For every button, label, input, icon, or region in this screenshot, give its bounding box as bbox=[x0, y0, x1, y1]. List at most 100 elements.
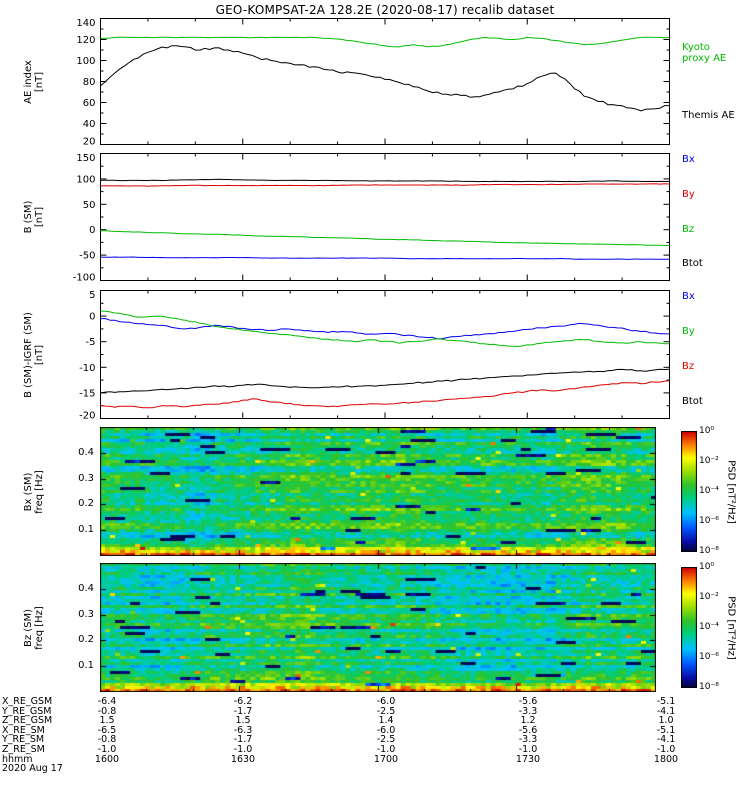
y-tick-label: -5 bbox=[86, 337, 96, 348]
legend-line: Bx bbox=[682, 154, 695, 166]
series-bz bbox=[100, 380, 670, 409]
footer-cell: -4.1 bbox=[656, 705, 676, 717]
footer-cell: -2.5 bbox=[376, 734, 396, 746]
footer-cell: -6.0 bbox=[376, 696, 396, 707]
footer-cell: 1.0 bbox=[658, 715, 674, 727]
y-tick-label: 120 bbox=[76, 35, 95, 46]
y-tick-label: -10 bbox=[79, 363, 95, 374]
series-by bbox=[100, 310, 670, 347]
footer-cell: -5.1 bbox=[656, 696, 676, 707]
footer-cell: 1630 bbox=[230, 753, 256, 765]
y-axis-label-line: Bz (SM) bbox=[23, 608, 34, 647]
footer-cell: 1.4 bbox=[378, 715, 394, 727]
legend-line: Themis AE bbox=[682, 109, 735, 121]
legend-line: proxy AE bbox=[682, 53, 727, 65]
footer-cell: -6.2 bbox=[233, 696, 253, 707]
y-tick-label: -15 bbox=[79, 388, 95, 399]
footer-cell: 1.5 bbox=[235, 715, 251, 727]
colorbar-tick-label: 10⁻² bbox=[699, 592, 719, 602]
panel-frame bbox=[100, 153, 670, 281]
colorbar-tick-label: 10⁰ bbox=[699, 426, 715, 436]
freq-tick-label: 0.1 bbox=[78, 660, 94, 672]
footer-cell: -1.0 bbox=[518, 744, 538, 755]
footer-cell: -0.8 bbox=[97, 705, 117, 717]
legend-themis-ae: Themis AE bbox=[682, 110, 735, 121]
legend-kyoto: Kyoto proxy AE bbox=[682, 42, 726, 64]
footer-row-label: Z_RE_GSM bbox=[2, 715, 53, 727]
y-axis-label-bz-spectrogram: Bz (SM) freq [Hz] bbox=[23, 606, 45, 650]
legend-bz: Bz bbox=[682, 361, 694, 372]
plot-title: GEO-KOMPSAT-2A 128.2E (2020-08-17) recal… bbox=[215, 3, 555, 17]
colorbar-title: PSD [nT²/Hz] bbox=[725, 595, 737, 660]
date-label: 2020 Aug 17 bbox=[2, 763, 63, 774]
footer-cell: -6.4 bbox=[97, 696, 117, 707]
legend-line: By bbox=[682, 326, 695, 338]
series-by bbox=[100, 183, 670, 187]
freq-tick-label: 0.3 bbox=[78, 472, 94, 484]
footer-cell: -1.0 bbox=[233, 744, 253, 755]
freq-tick-label: 0.2 bbox=[78, 634, 94, 646]
y-axis-label-line: freq [Hz] bbox=[34, 605, 45, 650]
y-axis-label-line: [nT] bbox=[34, 344, 45, 365]
y-tick-label: -100 bbox=[73, 273, 96, 284]
footer-cell: -2.5 bbox=[376, 705, 396, 717]
series-bz bbox=[100, 230, 670, 246]
footer-row: Z_RE_GSM 1.5 1.5 1.4 1.2 1.0 bbox=[0, 715, 750, 727]
legend-btot: Btot bbox=[682, 258, 703, 269]
footer-cell: 1600 bbox=[94, 753, 120, 765]
legend-line: By bbox=[682, 188, 695, 200]
legend-btot: Btot bbox=[682, 396, 703, 407]
legend-bz: Bz bbox=[682, 224, 694, 235]
colorbar-tick-label: 10⁻⁶ bbox=[699, 652, 719, 662]
footer-cell: -5.6 bbox=[518, 696, 538, 707]
legend-line: Kyoto bbox=[682, 42, 710, 54]
panel-ae-index: 20 40 60 80 100 120 140 bbox=[76, 18, 670, 148]
footer-cell: -4.1 bbox=[656, 734, 676, 746]
footer-row: X_RE_GSM -6.4 -6.2 -6.0 -5.6 -5.1 bbox=[0, 696, 750, 707]
footer-row: Z_RE_SM -1.0 -1.0 -1.0 -1.0 -1.0 bbox=[0, 744, 750, 755]
freq-tick-label: 0.3 bbox=[78, 608, 94, 620]
y-axis-label-line: B (SM)-IGRF (SM) bbox=[23, 311, 34, 398]
colorbar-tick-label: 10⁻⁴ bbox=[699, 622, 719, 632]
footer-row: Y_RE_SM -0.8 -1.7 -2.5 -3.3 -4.1 bbox=[0, 734, 750, 746]
footer-cell: 1730 bbox=[515, 753, 541, 765]
series-themis-ae bbox=[100, 45, 670, 112]
y-axis-label-line: B (SM) bbox=[23, 200, 34, 234]
y-axis-label-ae-index: AE index [nT] bbox=[23, 60, 45, 104]
panel-b-sm: -100 -50 0 50 100 150 bbox=[73, 153, 670, 284]
y-tick-label: 0 bbox=[89, 312, 95, 323]
legend-by: By bbox=[682, 189, 695, 200]
y-axis-label-b-sm-igrf: B (SM)-IGRF (SM) [nT] bbox=[23, 312, 45, 398]
y-axis-label-line: Bx (SM) bbox=[23, 472, 34, 511]
y-tick-label: 100 bbox=[76, 174, 95, 185]
panel-frame bbox=[100, 290, 670, 419]
footer-cell: -3.3 bbox=[518, 705, 538, 717]
footer-cell: -1.0 bbox=[376, 744, 396, 755]
footer-cell: -1.0 bbox=[656, 744, 676, 755]
y-tick-label: 5 bbox=[89, 290, 95, 301]
legend-by: By bbox=[682, 326, 695, 337]
colorbar-tick-label: 10⁰ bbox=[699, 562, 715, 572]
y-tick-label: 60 bbox=[83, 98, 96, 109]
series-btot bbox=[100, 368, 670, 394]
series-kyoto-proxy-ae bbox=[100, 36, 670, 48]
y-tick-label: 100 bbox=[76, 56, 95, 67]
footer-row-label: Y_RE_GSM bbox=[2, 705, 52, 717]
footer-row: X_RE_SM -6.5 -6.3 -6.0 -5.6 -5.1 bbox=[0, 724, 750, 736]
y-tick-label: 40 bbox=[83, 119, 96, 130]
legend-line: Bz bbox=[682, 361, 695, 373]
footer-cell: 1800 bbox=[653, 753, 679, 765]
series-bx bbox=[100, 318, 670, 340]
y-tick-label: -20 bbox=[79, 411, 95, 422]
footer-cell: -5.1 bbox=[656, 724, 676, 736]
footer-cell: -0.8 bbox=[97, 734, 117, 746]
y-axis-label-line: freq [Hz] bbox=[34, 469, 45, 514]
footer-row-label: Z_RE_SM bbox=[2, 744, 45, 755]
colorbar-bx-spectrogram bbox=[681, 431, 697, 552]
footer-row-label: X_RE_SM bbox=[2, 724, 45, 736]
y-axis-label-line: [nT] bbox=[34, 206, 45, 228]
colorbar-tick-label: 10⁻⁴ bbox=[699, 486, 719, 496]
footer-row-label: X_RE_GSM bbox=[2, 696, 53, 707]
legend-line: Bz bbox=[682, 223, 695, 235]
